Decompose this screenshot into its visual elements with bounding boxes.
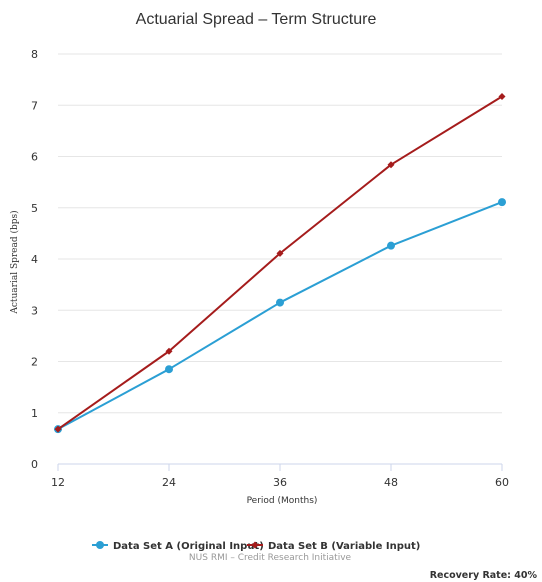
data-point-marker[interactable] xyxy=(387,241,395,250)
y-tick-label: 2 xyxy=(31,356,38,369)
x-tick-label: 24 xyxy=(162,476,176,489)
y-tick-label: 7 xyxy=(31,99,38,112)
x-tick-label: 60 xyxy=(495,476,509,489)
legend-label: Data Set A (Original Input) xyxy=(113,541,264,552)
data-point-marker[interactable] xyxy=(387,161,395,169)
legend-item[interactable]: Data Set B (Variable Input) xyxy=(247,541,420,552)
recovery-rate-note: Recovery Rate: 40% xyxy=(430,570,538,581)
y-tick-label: 5 xyxy=(31,202,38,215)
series-group xyxy=(54,93,506,434)
data-point-marker[interactable] xyxy=(498,93,506,101)
data-point-marker[interactable] xyxy=(54,425,62,433)
legend-label: Data Set B (Variable Input) xyxy=(268,541,420,552)
data-point-marker[interactable] xyxy=(498,198,506,207)
x-axis-label: Period (Months) xyxy=(247,496,318,506)
chart-title: Actuarial Spread – Term Structure xyxy=(136,11,377,28)
series-line xyxy=(57,95,503,430)
data-point-marker[interactable] xyxy=(165,365,173,374)
x-tick-label: 48 xyxy=(384,476,398,489)
legend-marker xyxy=(96,541,104,549)
series-b xyxy=(54,93,506,433)
y-tick-label: 1 xyxy=(31,407,38,420)
data-point-marker[interactable] xyxy=(165,347,173,355)
y-tick-label: 8 xyxy=(31,48,38,61)
data-point-marker[interactable] xyxy=(276,298,284,307)
series-a xyxy=(54,198,506,434)
x-tick-label: 36 xyxy=(273,476,287,489)
series-line xyxy=(57,201,503,431)
x-axis: 12 24 36 48 60 xyxy=(51,463,509,489)
data-point-marker[interactable] xyxy=(276,249,284,257)
y-tick-label: 0 xyxy=(31,458,38,471)
y-tick-labels: 0 1 2 3 4 5 6 7 8 xyxy=(31,48,38,471)
credit-text: NUS RMI – Credit Research Initiative xyxy=(189,553,352,563)
y-axis-label: Actuarial Spread (bps) xyxy=(9,210,20,314)
legend-marker xyxy=(251,541,259,549)
y-tick-label: 6 xyxy=(31,151,38,164)
legend-item[interactable]: Data Set A (Original Input) xyxy=(92,541,264,552)
x-tick-label: 12 xyxy=(51,476,65,489)
y-tick-label: 4 xyxy=(31,253,38,266)
y-tick-label: 3 xyxy=(31,304,38,317)
grid-lines xyxy=(58,53,502,414)
legend[interactable]: Data Set A (Original Input) Data Set B (V… xyxy=(92,541,420,552)
